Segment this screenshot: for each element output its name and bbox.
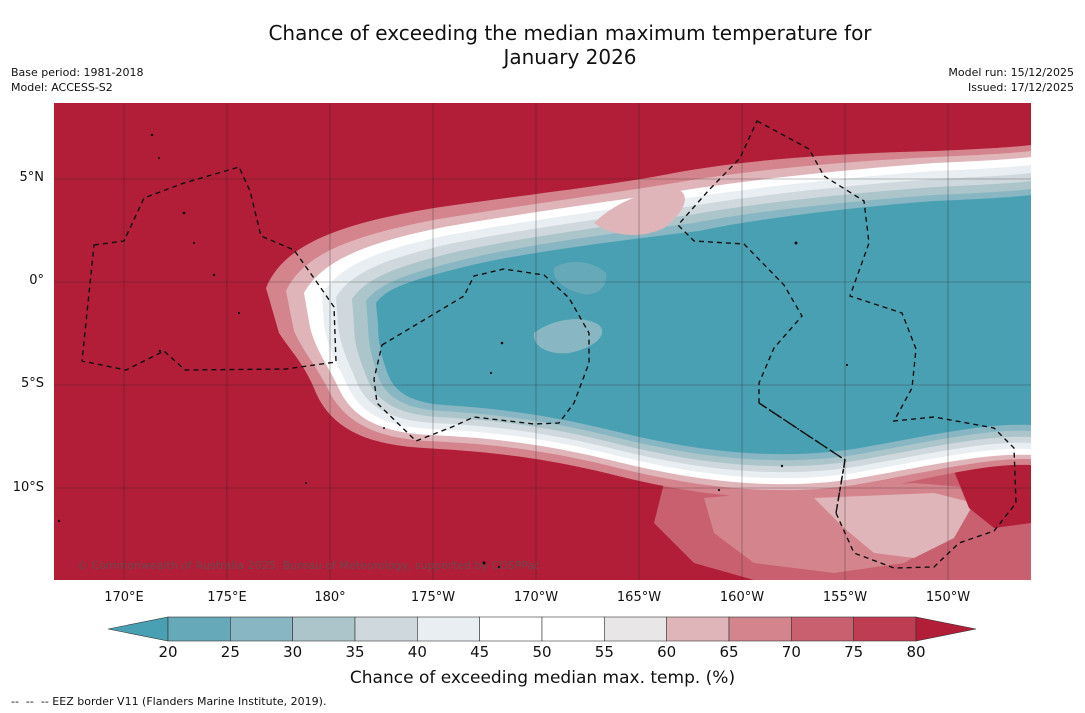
title-line-1: Chance of exceeding the median maximum t… — [268, 21, 872, 45]
colorbar-segment — [354, 616, 418, 642]
colorbar-segment — [292, 616, 356, 642]
colorbar-segment — [666, 616, 730, 642]
island — [158, 157, 160, 159]
island — [500, 341, 504, 345]
island — [212, 273, 216, 277]
colorbar-segment — [230, 616, 293, 642]
colorbar-low-extend — [108, 616, 169, 642]
probability-map — [54, 103, 1031, 580]
lon-label-175e: 175°E — [207, 590, 247, 605]
map-panel[interactable]: © Commonwealth of Australia 2025, Bureau… — [54, 103, 1031, 580]
north-warm-tongue — [594, 188, 685, 235]
colorbar-tick-label: 20 — [158, 643, 178, 661]
graticule — [54, 103, 1031, 580]
region-below-20 — [376, 195, 1031, 455]
islands — [57, 133, 849, 569]
lat-label-5s: 5°S — [20, 376, 44, 391]
run-info: Model run: 15/12/2025 Issued: 17/12/2025 — [948, 65, 1074, 95]
colorbar-segment — [479, 616, 543, 642]
lon-label-150w: 150°W — [925, 590, 971, 605]
lon-label-160w: 160°W — [719, 590, 765, 605]
island — [794, 241, 798, 245]
colorbar-segment — [791, 616, 854, 642]
model-run-date: Model run: 15/12/2025 — [948, 66, 1074, 79]
lat-label-5n: 5°N — [19, 170, 45, 185]
colorbar-tick-label: 75 — [844, 643, 864, 661]
lon-label-165w: 165°W — [616, 590, 662, 605]
island — [237, 311, 241, 315]
island — [845, 363, 849, 367]
title-line-2: January 2026 — [503, 45, 637, 69]
lon-label-175w: 175°W — [410, 590, 456, 605]
island — [482, 561, 486, 565]
island — [497, 565, 501, 569]
colorbar — [108, 616, 977, 642]
region-southeast-60 — [814, 493, 974, 558]
island — [383, 427, 385, 429]
colorbar-high-extend — [915, 616, 977, 642]
map-title: Chance of exceeding the median maximum t… — [170, 21, 970, 69]
colorbar-label: Chance of exceeding median max. temp. (%… — [349, 668, 736, 688]
inner-patch-20 — [553, 261, 607, 295]
colorbar-tick-label: 40 — [407, 643, 427, 661]
eez-inner-boundary[interactable] — [758, 402, 846, 514]
colorbar-tick-label: 80 — [906, 643, 926, 661]
colorbar-segment — [417, 616, 480, 642]
lat-label-0: 0° — [29, 273, 44, 288]
colorbar-tick-label: 25 — [220, 643, 240, 661]
colorbar-tick-label: 45 — [470, 643, 490, 661]
island — [182, 211, 186, 215]
eez-legend-note: -- -- -- EEZ border V11 (Flanders Marine… — [11, 695, 327, 708]
colorbar-tick-label: 30 — [283, 643, 303, 661]
model-info: Base period: 1981-2018 Model: ACCESS-S2 — [11, 65, 143, 95]
colorbar-tick-label: 60 — [657, 643, 677, 661]
colorbar-segment — [604, 616, 667, 642]
island — [192, 241, 196, 245]
colorbar-segment — [728, 616, 792, 642]
colorbar-segment — [541, 616, 605, 642]
lon-label-180: 180° — [314, 590, 346, 605]
lon-label-170w: 170°W — [513, 590, 559, 605]
colorbar-tick-label: 65 — [719, 643, 739, 661]
lat-label-10s: 10°S — [12, 480, 44, 495]
colorbar-tick-label: 55 — [594, 643, 614, 661]
model-name: Model: ACCESS-S2 — [11, 81, 113, 94]
lon-label-155w: 155°W — [822, 590, 868, 605]
colorbar-segments — [167, 616, 917, 642]
eez-line-islands[interactable] — [677, 120, 1017, 569]
issued-date: Issued: 17/12/2025 — [967, 81, 1074, 94]
region-southeast-hot-patch — [954, 458, 1031, 528]
colorbar-tick-label: 35 — [345, 643, 365, 661]
inner-patch-25 — [533, 319, 603, 354]
colorbar-tick-label: 50 — [532, 643, 552, 661]
colorbar-segment — [167, 616, 231, 642]
island — [158, 349, 162, 353]
colorbar-segment — [853, 616, 917, 642]
island — [150, 133, 154, 137]
island — [489, 371, 493, 375]
island — [717, 488, 721, 492]
island — [57, 519, 61, 523]
eez-borders — [81, 120, 1017, 569]
island — [780, 464, 784, 468]
copyright-notice: © Commonwealth of Australia 2025, Bureau… — [77, 559, 541, 572]
eez-phoenix[interactable] — [373, 268, 590, 442]
colorbar-tick-label: 70 — [781, 643, 801, 661]
eez-kiribati-gilbert[interactable] — [81, 166, 337, 371]
lon-label-170e: 170°E — [104, 590, 144, 605]
base-period: Base period: 1981-2018 — [11, 66, 144, 79]
island — [305, 482, 307, 484]
